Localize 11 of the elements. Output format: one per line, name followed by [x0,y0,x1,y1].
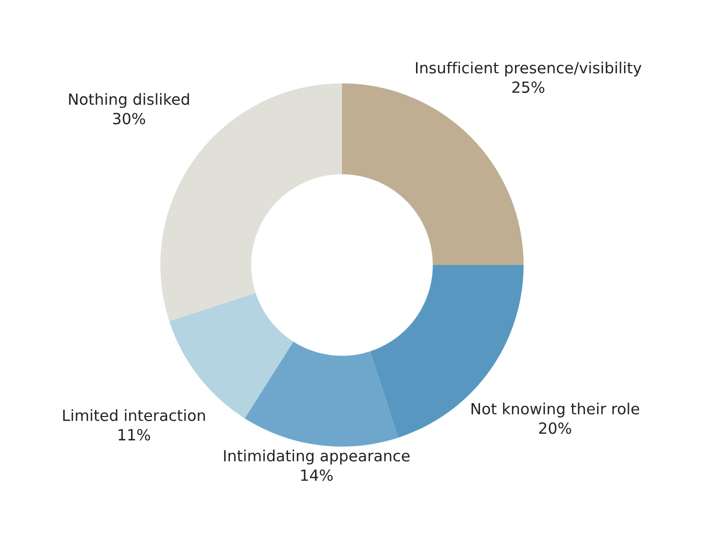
data-label: 20% [539,422,572,434]
slice-label: Not knowing their role [472,402,640,418]
slice-label: Insufficient presence/visibility [416,62,642,76]
slice-label: Limited interaction [63,409,205,422]
slice-label: Intimidating appearance [224,450,410,464]
data-label: 30% [113,112,146,124]
data-label: 25% [512,81,544,93]
slice-label: Nothing disliked [69,93,189,108]
donut-slice [244,342,398,447]
data-label: 14% [301,469,333,481]
data-label: 11% [118,428,150,441]
